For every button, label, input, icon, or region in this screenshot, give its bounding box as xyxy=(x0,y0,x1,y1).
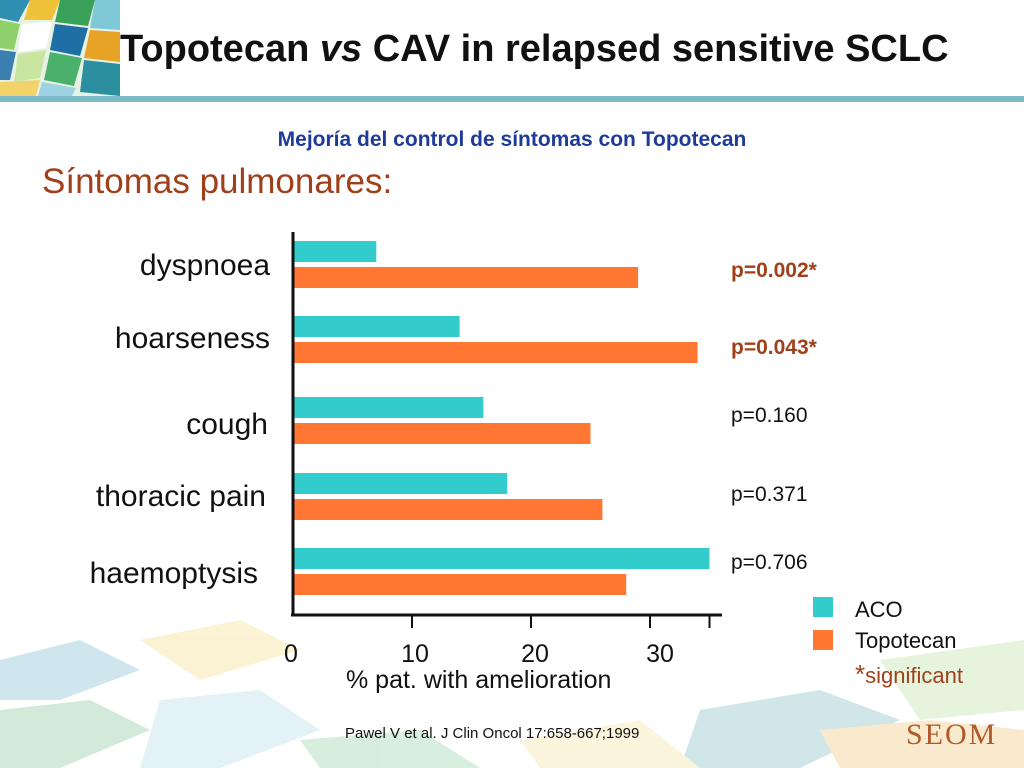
bar-topotecan-cough xyxy=(293,423,591,444)
x-tick-label-30: 30 xyxy=(646,640,674,668)
bar-topotecan-dyspnoea xyxy=(293,267,639,288)
legend-swatch-topotecan xyxy=(813,630,833,650)
category-label-thoracic-pain: thoracic pain xyxy=(95,480,266,513)
x-tick-label-0: 0 xyxy=(284,640,298,668)
p-value-dyspnoea: p=0.002* xyxy=(731,259,817,282)
mosaic-decoration-bottom xyxy=(0,620,1024,768)
bar-topotecan-hoarseness xyxy=(293,342,698,363)
bar-topotecan-haemoptysis xyxy=(293,574,627,595)
category-label-dyspnoea: dyspnoea xyxy=(139,249,270,282)
legend-label-aco: ACO xyxy=(855,597,903,622)
slide-title: Topotecan vs CAV in relapsed sensitive S… xyxy=(120,28,949,70)
p-value-hoarseness: p=0.043* xyxy=(731,336,817,359)
bar-aco-dyspnoea xyxy=(293,241,377,262)
category-label-haemoptysis: haemoptysis xyxy=(89,557,258,590)
significance-note: *significant xyxy=(855,659,963,690)
citation: Pawel V et al. J Clin Oncol 17:658-667;1… xyxy=(345,725,640,742)
category-label-hoarseness: hoarseness xyxy=(114,322,270,355)
mosaic-decoration-top xyxy=(0,0,120,96)
p-value-thoracic-pain: p=0.371 xyxy=(731,483,808,506)
category-label-cough: cough xyxy=(186,408,268,441)
seom-logo: SEOM xyxy=(906,718,998,751)
bar-aco-hoarseness xyxy=(293,316,460,337)
bar-aco-thoracic-pain xyxy=(293,473,508,494)
legend-swatch-aco xyxy=(813,597,833,617)
legend-label-topotecan: Topotecan xyxy=(855,628,957,653)
section-heading: Síntomas pulmonares: xyxy=(42,162,393,201)
x-tick-label-20: 20 xyxy=(521,640,549,668)
p-value-haemoptysis: p=0.706 xyxy=(731,551,808,574)
bar-aco-cough xyxy=(293,397,484,418)
bar-topotecan-thoracic-pain xyxy=(293,499,603,520)
x-axis-label: % pat. with amelioration xyxy=(346,666,612,694)
significance-star: * xyxy=(855,659,866,689)
p-value-cough: p=0.160 xyxy=(731,404,808,427)
bar-aco-haemoptysis xyxy=(293,548,710,569)
x-tick-label-10: 10 xyxy=(401,640,429,668)
header-rule xyxy=(0,96,1024,102)
slide-subtitle: Mejoría del control de síntomas con Topo… xyxy=(277,128,747,151)
significance-text: significant xyxy=(865,663,963,688)
